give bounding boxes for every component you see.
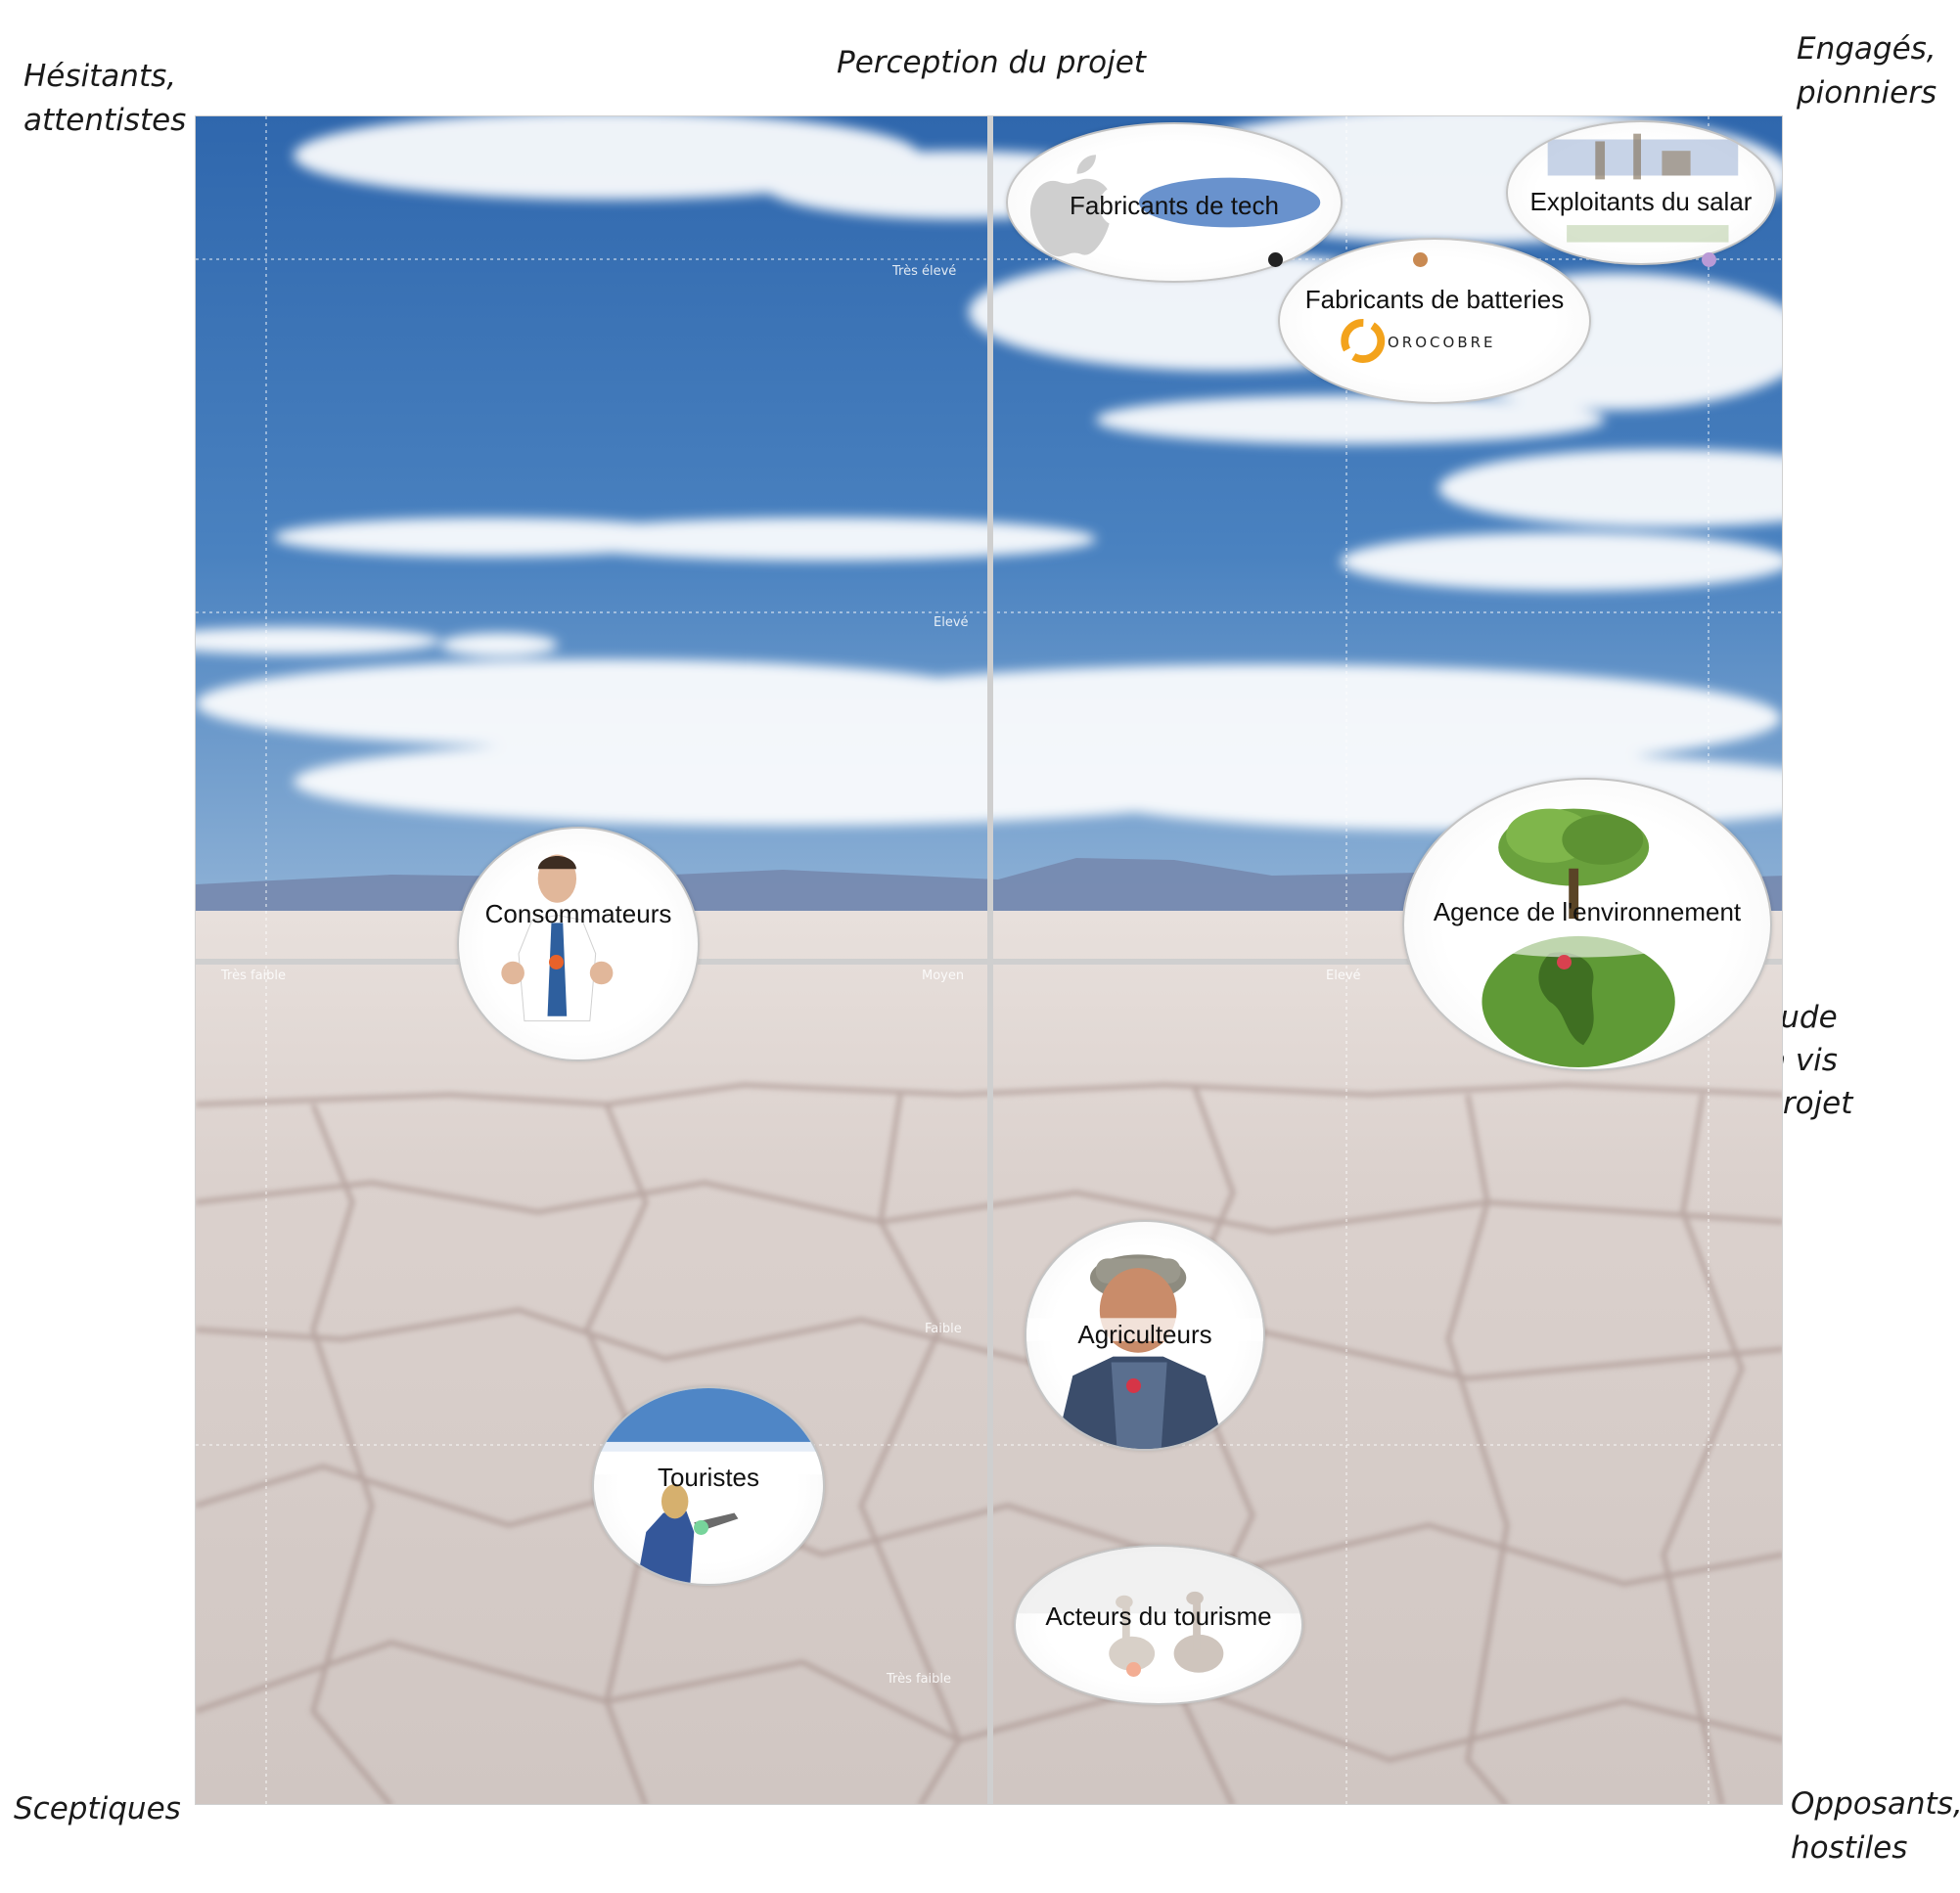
- farmer-portrait-icon: [1026, 1254, 1263, 1449]
- orocobre-logo-icon: [1341, 319, 1386, 363]
- y-tick-tres-faible: Très faible: [887, 1672, 952, 1687]
- stakeholder-dot-acteurs-du-tourisme: [1126, 1662, 1141, 1677]
- businessman-thumbs-up-icon: [501, 854, 614, 1022]
- stakeholder-label: Exploitants du salar: [1529, 187, 1753, 216]
- stakeholder-label: Consommateurs: [484, 899, 672, 928]
- stakeholder-dot-consommateurs: [549, 955, 564, 969]
- stakeholder-dot-touristes: [694, 1520, 708, 1535]
- stakeholder-dot-agence-environnement: [1557, 955, 1572, 969]
- y-tick-eleve: Elevé: [934, 615, 969, 630]
- stakeholder-dot-agriculteurs: [1126, 1378, 1141, 1393]
- stakeholder-dot-fabricants-de-tech: [1268, 252, 1283, 267]
- stakeholder-bubble-acteurs-du-tourisme[interactable]: Acteurs du tourisme: [1014, 1545, 1303, 1705]
- apple-logo-icon: [1029, 155, 1321, 257]
- stakeholder-label: Fabricants de batteries: [1304, 285, 1565, 314]
- y-tick-faible: Faible: [925, 1322, 962, 1336]
- x-tick-tres-faible: Très faible: [221, 969, 287, 983]
- mining-site-icon: [1547, 133, 1739, 243]
- quadrant-label-hesitants: Hésitants, attentistes: [23, 59, 187, 138]
- quadrant-label-sceptiques: Sceptiques: [14, 1791, 181, 1826]
- quadrant-label-engages: Engagés, pionniers: [1797, 31, 1937, 111]
- quadrant-label-opposants: Opposants, hostiles: [1791, 1786, 1960, 1866]
- chart-title: Perception du projet: [837, 45, 1146, 80]
- stakeholder-dot-fabricants-de-batteries: [1413, 252, 1428, 267]
- stakeholder-label: Agriculteurs: [1077, 1320, 1212, 1349]
- x-tick-moyen: Moyen: [922, 969, 965, 983]
- stakeholder-bubble-fabricants-de-batteries[interactable]: Fabricants de batteries OROCOBRE: [1278, 238, 1591, 404]
- stakeholder-bubble-agriculteurs[interactable]: Agriculteurs: [1025, 1220, 1265, 1451]
- llama-herd-icon: [1017, 1547, 1300, 1673]
- tree-and-globe-icon: [1481, 808, 1675, 1068]
- stakeholder-bubble-agence-environnement[interactable]: Agence de l'environnement: [1402, 778, 1772, 1071]
- stakeholder-bubble-consommateurs[interactable]: Consommateurs: [457, 827, 700, 1061]
- stakeholder-bubble-fabricants-de-tech[interactable]: Fabricants de tech: [1006, 122, 1343, 283]
- tourist-photo-icon: [594, 1388, 823, 1584]
- stakeholder-label: Fabricants de tech: [1070, 191, 1279, 220]
- stakeholder-dot-exploitants-du-salar: [1702, 252, 1716, 267]
- stakeholder-label: Acteurs du tourisme: [1045, 1601, 1272, 1631]
- stakeholder-bubble-exploitants-du-salar[interactable]: Exploitants du salar: [1506, 120, 1776, 265]
- stakeholder-label: Touristes: [657, 1463, 760, 1492]
- y-tick-tres-eleve: Très élevé: [892, 264, 957, 279]
- stakeholder-label: Agence de l'environnement: [1433, 897, 1742, 926]
- stakeholder-bubble-touristes[interactable]: Touristes: [592, 1386, 825, 1586]
- matrix-plot-area: Très faible Faible Moyen Elevé Très élev…: [195, 115, 1783, 1805]
- x-tick-eleve: Elevé: [1326, 969, 1361, 983]
- orocobre-logo-text: OROCOBRE: [1388, 334, 1496, 351]
